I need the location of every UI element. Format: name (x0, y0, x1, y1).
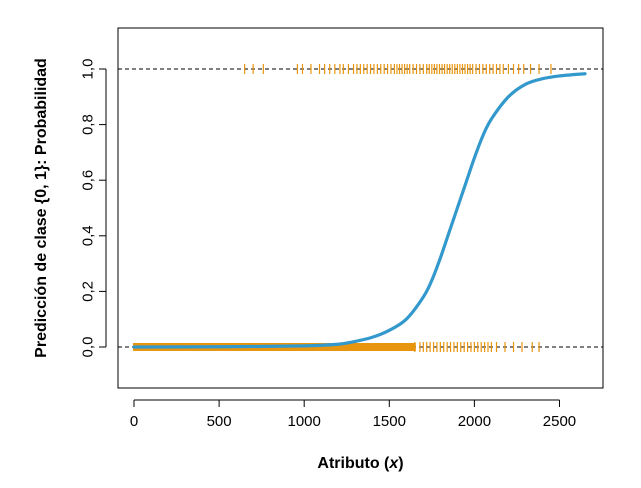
y-tick-label: 1,0 (80, 59, 97, 80)
y-tick-label: 0,4 (80, 225, 97, 246)
x-axis-title-text: Atributo (317, 455, 379, 472)
y-axis: 0,0 0,2 0,4 0,6 0,8 1,0 (80, 59, 107, 358)
x-tick-label: 1500 (373, 413, 406, 430)
y-tick-label: 0,2 (80, 281, 97, 302)
y-tick-label: 0,6 (80, 170, 97, 191)
x-tick-label: 2500 (543, 413, 576, 430)
x-axis: 0 500 1000 1500 2000 2500 (130, 399, 576, 430)
y-tick-label: 0,0 (80, 337, 97, 358)
x-axis-title-open-paren: ( (380, 455, 390, 472)
x-axis-title-var: x (388, 455, 399, 472)
x-axis-title: Atributo (x) (317, 455, 403, 472)
y-axis-title: Predicción de clase {0, 1}: Probabilidad (33, 58, 50, 358)
plot-frame (117, 27, 604, 389)
x-tick-label: 500 (207, 413, 232, 430)
x-tick-label: 2000 (458, 413, 491, 430)
x-tick-label: 1000 (288, 413, 321, 430)
x-tick-label: 0 (130, 413, 138, 430)
x-axis-title-close-paren: ) (398, 455, 403, 472)
curve-layer (132, 72, 587, 349)
y-tick-label: 0,8 (80, 114, 97, 135)
rug-top (244, 64, 552, 74)
probability-curve (132, 72, 587, 349)
